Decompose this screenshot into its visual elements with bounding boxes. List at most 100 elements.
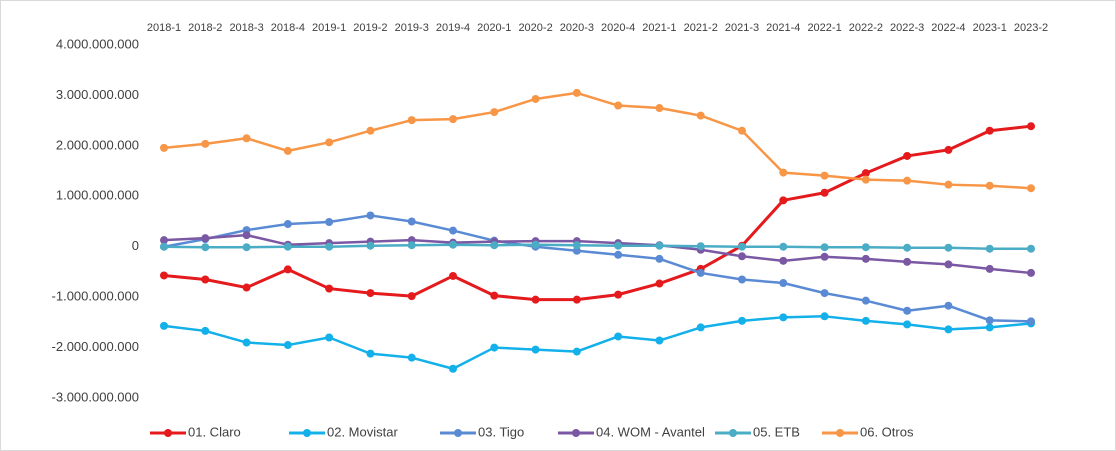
point xyxy=(903,257,912,266)
point xyxy=(944,145,953,154)
point xyxy=(985,264,994,273)
point xyxy=(614,290,623,299)
point xyxy=(779,168,788,177)
point xyxy=(985,323,994,332)
point xyxy=(242,134,251,143)
x-tick-label: 2020-2 xyxy=(518,22,552,34)
point xyxy=(944,260,953,269)
point xyxy=(655,104,664,113)
point xyxy=(407,116,416,125)
x-tick-label: 2019-1 xyxy=(312,22,346,34)
y-tick-label: -3.000.000.000 xyxy=(52,389,139,404)
x-tick-label: 2019-2 xyxy=(353,22,387,34)
point xyxy=(201,275,210,284)
legend-marker xyxy=(836,429,844,437)
point xyxy=(655,336,664,345)
point xyxy=(160,321,168,330)
point xyxy=(944,180,953,189)
point xyxy=(903,151,912,160)
point xyxy=(655,254,664,263)
point xyxy=(738,252,746,261)
point xyxy=(1027,317,1035,326)
x-tick-label: 2020-4 xyxy=(601,22,635,34)
point xyxy=(160,236,168,245)
point xyxy=(696,242,705,251)
point xyxy=(614,332,623,341)
point xyxy=(283,146,292,155)
point xyxy=(531,345,540,354)
series-line xyxy=(163,233,1032,275)
point xyxy=(779,313,788,322)
series-line xyxy=(163,91,1032,190)
x-tick-label: 2020-1 xyxy=(477,22,511,34)
point xyxy=(985,181,994,190)
point xyxy=(903,306,912,315)
point xyxy=(366,211,375,220)
point xyxy=(820,252,829,261)
point xyxy=(449,226,457,235)
point xyxy=(283,265,292,274)
x-tick-label: 2023-1 xyxy=(973,22,1007,34)
point xyxy=(655,241,664,250)
legend-label: 03. Tigo xyxy=(478,424,524,439)
x-tick-label: 2023-2 xyxy=(1014,22,1048,34)
point xyxy=(1027,122,1035,131)
point xyxy=(903,243,912,252)
point xyxy=(696,268,705,277)
point xyxy=(201,326,210,335)
point xyxy=(903,320,912,329)
point xyxy=(779,196,788,205)
point xyxy=(861,296,870,305)
legend-marker xyxy=(164,429,172,437)
point xyxy=(407,292,416,301)
series-line xyxy=(163,214,1032,323)
point xyxy=(449,364,457,373)
point xyxy=(572,295,581,304)
point xyxy=(449,240,457,249)
point xyxy=(985,126,994,135)
point xyxy=(201,234,210,243)
legend-label: 05. ETB xyxy=(753,424,800,439)
point xyxy=(572,241,581,250)
point xyxy=(490,108,499,117)
point xyxy=(820,188,829,197)
x-tick-label: 2018-1 xyxy=(147,22,181,34)
point xyxy=(738,275,746,284)
point xyxy=(820,243,829,252)
x-tick-label: 2022-2 xyxy=(849,22,883,34)
point xyxy=(1027,244,1035,253)
point xyxy=(242,243,251,252)
x-tick-label: 2022-4 xyxy=(931,22,965,34)
series-line xyxy=(163,124,1032,302)
point xyxy=(861,169,870,178)
x-tick-label: 2018-2 xyxy=(188,22,222,34)
point xyxy=(861,175,870,184)
point xyxy=(614,101,623,110)
point xyxy=(283,242,292,251)
point xyxy=(1027,184,1035,193)
point xyxy=(985,316,994,325)
y-tick-label: 4.000.000.000 xyxy=(56,36,139,51)
point xyxy=(903,176,912,185)
y-tick-label: 1.000.000.000 xyxy=(56,188,139,203)
point xyxy=(655,279,664,288)
series-line xyxy=(163,315,1032,371)
point xyxy=(325,138,334,147)
point xyxy=(779,242,788,251)
point xyxy=(407,353,416,362)
point xyxy=(201,139,210,148)
legend-label: 04. WOM - Avantel xyxy=(596,424,705,439)
y-tick-label: 3.000.000.000 xyxy=(56,87,139,102)
legend-marker xyxy=(729,429,737,437)
point xyxy=(696,111,705,120)
point xyxy=(944,325,953,334)
point xyxy=(242,283,251,292)
point xyxy=(779,256,788,265)
point xyxy=(407,217,416,226)
point xyxy=(820,171,829,180)
point xyxy=(490,291,499,300)
x-tick-label: 2020-3 xyxy=(560,22,594,34)
point xyxy=(325,284,334,293)
point xyxy=(820,312,829,321)
